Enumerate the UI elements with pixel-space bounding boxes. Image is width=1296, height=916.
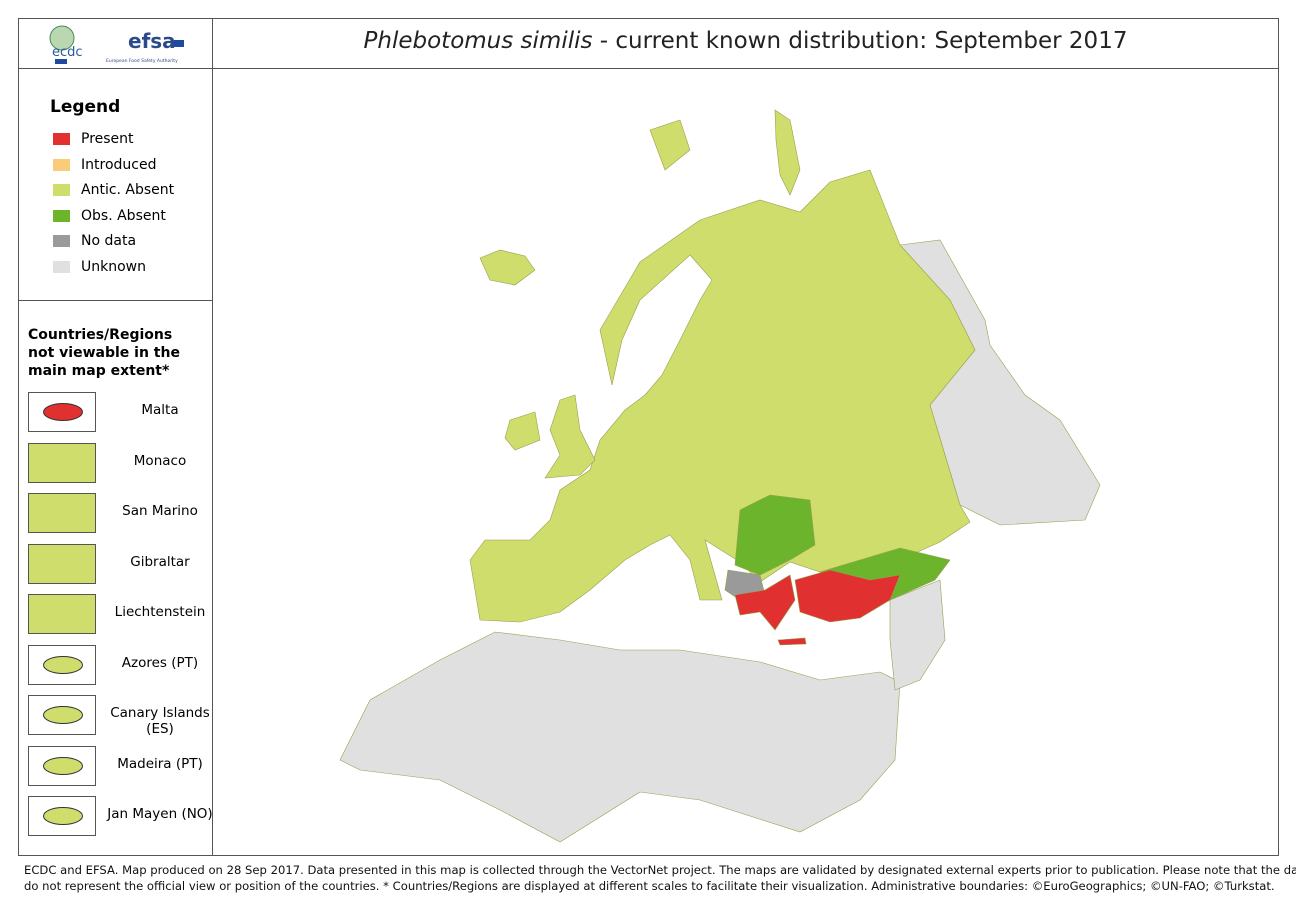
logo-graphics: ecdc efsa European Food Safety Authority xyxy=(49,25,184,64)
frame xyxy=(18,18,1279,856)
footer-line: do not represent the official view or po… xyxy=(24,879,1275,893)
inset-label: Jan Mayen (NO) xyxy=(107,806,213,822)
inset-label: Madeira (PT) xyxy=(117,755,203,772)
inset: Liechtenstein xyxy=(28,594,222,638)
legend-item: Unknown xyxy=(53,259,146,275)
middle-east xyxy=(889,579,946,691)
species-name: Phlebotomus similis xyxy=(363,28,593,54)
inset-label: Gibraltar xyxy=(130,553,190,570)
legend-label: No data xyxy=(81,233,137,249)
title-text: - current known distribution: September … xyxy=(592,28,1128,54)
inset-label: Canary Islands (ES) xyxy=(110,705,210,737)
inset-thumbnail xyxy=(28,543,96,584)
inset-shape xyxy=(43,655,83,674)
legend-label: Antic. Absent xyxy=(81,182,175,198)
legend-item: Obs. Absent xyxy=(53,208,166,224)
efsa-logo: efsa xyxy=(128,29,176,53)
inset-thumbnail xyxy=(28,796,96,836)
inset-shape xyxy=(43,807,83,825)
turkey-present xyxy=(794,569,901,623)
ireland xyxy=(504,411,541,451)
legend-item: Antic. Absent xyxy=(53,182,174,198)
inset-label: Liechtenstein xyxy=(114,604,206,620)
inset-label: Malta xyxy=(141,402,179,418)
inset-thumbnail xyxy=(28,442,96,483)
ecdc-logo: ecdc xyxy=(52,45,83,60)
crete-present xyxy=(777,637,807,646)
inset: Gibraltar xyxy=(28,543,222,588)
inset: San Marino xyxy=(28,493,222,537)
inset-title: Countries/Regions not viewable in the ma… xyxy=(28,327,180,379)
balkans-observed xyxy=(734,494,816,576)
inset-label: Monaco xyxy=(133,452,187,469)
inset-label: Azores (PT) xyxy=(121,654,199,671)
inset: Malta xyxy=(28,392,222,436)
legend-label: Unknown xyxy=(81,258,146,275)
inset: Canary Islands (ES) xyxy=(28,695,222,739)
legend-swatch xyxy=(53,184,70,196)
legend-item: Introduced xyxy=(53,157,156,173)
greece-present xyxy=(734,574,796,631)
north-africa xyxy=(339,631,901,843)
europe xyxy=(469,169,976,623)
svalbard xyxy=(649,119,691,171)
footer: ECDC and EFSA. Map produced on 28 Sep 20… xyxy=(24,862,1296,894)
legend-item: No data xyxy=(53,233,136,249)
legend-item: Present xyxy=(53,131,134,147)
legend-title: Legend xyxy=(50,97,121,117)
inset-thumbnail xyxy=(28,493,96,533)
legend-swatch xyxy=(53,260,70,273)
legend-swatch xyxy=(53,209,70,222)
legend-swatch xyxy=(53,235,70,247)
legend-label: Present xyxy=(81,131,134,147)
footer-line: ECDC and EFSA. Map produced on 28 Sep 20… xyxy=(24,863,1296,877)
divider xyxy=(18,300,212,301)
novaya-zemlya xyxy=(774,109,801,196)
inset: Madeira (PT) xyxy=(28,745,222,790)
logos: ecdc efsa European Food Safety Authority xyxy=(40,24,200,66)
inset-shape xyxy=(43,706,83,724)
inset-shape xyxy=(43,403,83,421)
inset-thumbnail xyxy=(28,644,96,685)
legend-label: Introduced xyxy=(81,156,157,173)
legend-swatch xyxy=(53,158,70,171)
map xyxy=(339,109,1101,843)
legend-swatch xyxy=(53,133,70,145)
divider xyxy=(18,68,1279,69)
inset-label: San Marino xyxy=(122,503,198,519)
inset: Monaco xyxy=(28,442,222,487)
inset-shape xyxy=(43,756,83,775)
inset-thumbnail xyxy=(28,594,96,634)
uk xyxy=(544,394,596,479)
efsa-subtitle: European Food Safety Authority xyxy=(106,58,178,64)
legend-label: Obs. Absent xyxy=(81,207,166,224)
inset-thumbnail xyxy=(28,392,96,432)
inset: Azores (PT) xyxy=(28,644,222,689)
inset-thumbnail xyxy=(28,695,96,735)
iceland xyxy=(479,249,536,286)
inset-thumbnail xyxy=(28,745,96,786)
divider xyxy=(212,18,213,856)
inset: Jan Mayen (NO) xyxy=(28,796,222,840)
map-title: Phlebotomus similis - current known dist… xyxy=(213,28,1278,54)
